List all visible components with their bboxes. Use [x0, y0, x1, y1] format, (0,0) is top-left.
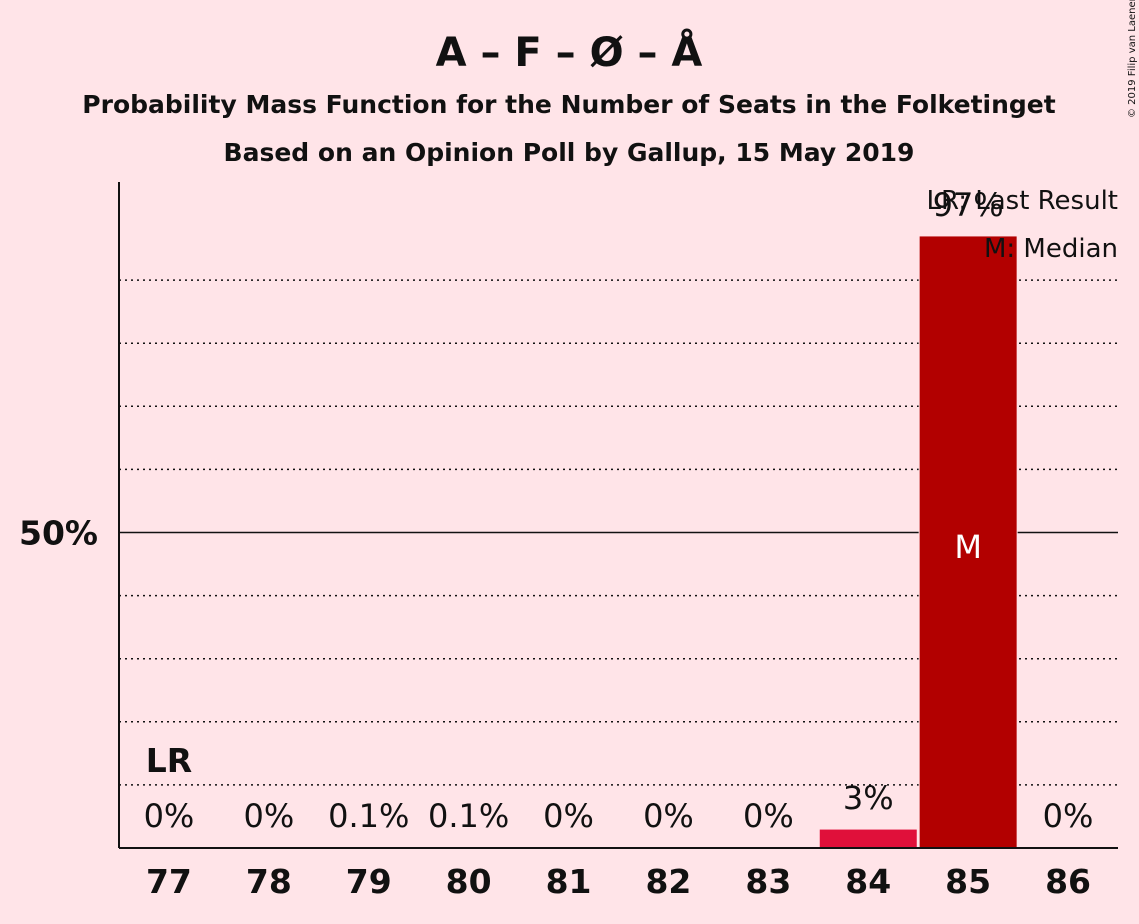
grid-lines: [119, 279, 1118, 786]
x-tick-79: 79: [346, 862, 392, 901]
x-tick-83: 83: [745, 862, 791, 901]
data-label-85: 97%: [933, 186, 1004, 224]
bar-84: [818, 828, 918, 849]
data-label-79: 0.1%: [328, 797, 409, 835]
data-label-83: 0%: [743, 797, 794, 835]
data-label-81: 0%: [543, 797, 594, 835]
data-label-86: 0%: [1043, 797, 1094, 835]
bar-85: [918, 235, 1018, 849]
data-label-78: 0%: [243, 797, 294, 835]
data-label-82: 0%: [643, 797, 694, 835]
y-tick-label: 50%: [19, 514, 98, 553]
chart-subtitle: Probability Mass Function for the Number…: [82, 90, 1055, 119]
data-label-80: 0.1%: [428, 797, 509, 835]
bars-group: [818, 235, 1018, 849]
x-tick-86: 86: [1045, 862, 1091, 901]
chart-subtitle-2: Based on an Opinion Poll by Gallup, 15 M…: [224, 138, 915, 167]
data-label-84: 3%: [843, 779, 894, 817]
legend-last-result: LR: Last Result: [926, 186, 1118, 216]
last-result-marker: LR: [146, 741, 192, 780]
data-labels-group: 0% LR 0% 0.1% 0.1% 0% 0% 0% 3% 97% M 0%: [144, 186, 1094, 835]
legend-median: M: Median: [984, 234, 1118, 264]
x-tick-78: 78: [246, 862, 292, 901]
data-label-77: 0%: [144, 797, 195, 835]
x-tick-labels: 77 78 79 80 81 82 83 84 85 86: [146, 862, 1091, 901]
x-tick-82: 82: [645, 862, 691, 901]
chart-title: A – F – Ø – Å: [436, 27, 703, 76]
y-tick-labels: 50%: [19, 514, 98, 553]
copyright-note: © 2019 Filip van Laenen: [1127, 0, 1138, 118]
x-tick-85: 85: [945, 862, 991, 901]
x-tick-80: 80: [446, 862, 492, 901]
x-tick-77: 77: [146, 862, 192, 901]
x-tick-81: 81: [546, 862, 592, 901]
median-marker: M: [954, 528, 982, 566]
x-tick-84: 84: [845, 862, 891, 901]
